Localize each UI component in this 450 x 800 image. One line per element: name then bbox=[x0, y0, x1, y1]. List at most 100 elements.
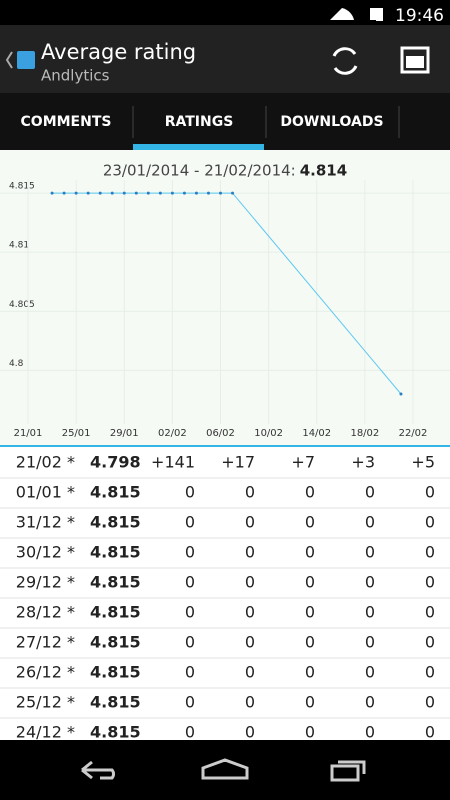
row-count: 0 bbox=[305, 543, 315, 562]
row-count: 0 bbox=[425, 693, 435, 712]
row-count: 0 bbox=[365, 513, 375, 532]
row-count: 0 bbox=[365, 723, 375, 742]
rating-point bbox=[74, 191, 78, 195]
x-tick-label: 21/01 bbox=[14, 428, 43, 439]
row-date: 24/12 * bbox=[16, 723, 75, 742]
battery-icon bbox=[376, 8, 383, 21]
row-count: 0 bbox=[365, 483, 375, 502]
row-date: 27/12 * bbox=[16, 633, 75, 652]
row-count: 0 bbox=[245, 693, 255, 712]
y-tick-label: 4.8 bbox=[9, 359, 24, 369]
row-date: 29/12 * bbox=[16, 573, 75, 592]
recents-button[interactable] bbox=[330, 760, 366, 782]
calendar-button[interactable] bbox=[400, 46, 430, 74]
row-count: 0 bbox=[305, 633, 315, 652]
tab[interactable]: COMMENTS bbox=[21, 114, 112, 130]
up-caret[interactable] bbox=[5, 51, 13, 69]
row-count: 0 bbox=[185, 543, 195, 562]
row-count: 0 bbox=[365, 633, 375, 652]
row-count: 0 bbox=[185, 633, 195, 652]
row-count: +17 bbox=[221, 453, 255, 472]
row-count: 0 bbox=[185, 693, 195, 712]
chart-range: 23/01/2014 - 21/02/2014: bbox=[103, 162, 296, 180]
row-count: 0 bbox=[245, 633, 255, 652]
row-count: 0 bbox=[365, 663, 375, 682]
row-date: 21/02 * bbox=[16, 453, 75, 472]
row-count: 0 bbox=[305, 603, 315, 622]
refresh-button[interactable] bbox=[332, 47, 358, 75]
row-count: 0 bbox=[185, 603, 195, 622]
row-rating: 4.815 bbox=[90, 543, 141, 562]
row-date: 25/12 * bbox=[16, 693, 75, 712]
row-count: 0 bbox=[425, 603, 435, 622]
home-button[interactable] bbox=[201, 758, 249, 780]
row-count: 0 bbox=[305, 663, 315, 682]
action-title: Average rating bbox=[41, 40, 196, 64]
row-rating: 4.815 bbox=[90, 693, 141, 712]
row-count: 0 bbox=[185, 723, 195, 742]
row-count: 0 bbox=[425, 573, 435, 592]
row-rating: 4.815 bbox=[90, 723, 141, 742]
x-tick-label: 25/01 bbox=[62, 428, 91, 439]
rating-point bbox=[86, 191, 90, 195]
action-bar bbox=[0, 25, 450, 93]
clock: 19:46 bbox=[395, 6, 444, 26]
chart-value: 4.814 bbox=[300, 162, 347, 180]
row-count: 0 bbox=[185, 573, 195, 592]
rating-point bbox=[110, 191, 114, 195]
row-rating: 4.815 bbox=[90, 513, 141, 532]
nav-bar bbox=[0, 740, 450, 800]
row-count: 0 bbox=[425, 483, 435, 502]
rating-point bbox=[134, 191, 138, 195]
app-icon[interactable] bbox=[17, 51, 35, 69]
row-count: 0 bbox=[425, 663, 435, 682]
x-tick-label: 02/02 bbox=[158, 428, 187, 439]
row-count: 0 bbox=[425, 723, 435, 742]
x-tick-label: 06/02 bbox=[206, 428, 235, 439]
row-count: 0 bbox=[425, 633, 435, 652]
row-count: 0 bbox=[305, 513, 315, 532]
row-count: 0 bbox=[245, 723, 255, 742]
row-count: 0 bbox=[305, 693, 315, 712]
row-count: 0 bbox=[245, 603, 255, 622]
row-date: 01/01 * bbox=[16, 483, 75, 502]
tab-indicator bbox=[133, 144, 264, 150]
rating-point bbox=[50, 191, 54, 195]
row-date: 26/12 * bbox=[16, 663, 75, 682]
row-count: 0 bbox=[305, 573, 315, 592]
row-count: 0 bbox=[245, 543, 255, 562]
row-date: 30/12 * bbox=[16, 543, 75, 562]
y-tick-label: 4.805 bbox=[9, 300, 35, 310]
x-tick-label: 22/02 bbox=[399, 428, 428, 439]
wifi-icon bbox=[330, 8, 354, 20]
rating-point bbox=[182, 191, 186, 195]
row-count: 0 bbox=[185, 483, 195, 502]
back-button[interactable] bbox=[81, 760, 115, 780]
x-tick-label: 14/02 bbox=[302, 428, 331, 439]
tab-bar bbox=[0, 93, 450, 150]
row-count: 0 bbox=[245, 573, 255, 592]
rating-point bbox=[122, 191, 126, 195]
rating-point bbox=[219, 191, 222, 195]
tab[interactable]: RATINGS bbox=[165, 114, 234, 130]
row-count: 0 bbox=[365, 573, 375, 592]
row-count: 0 bbox=[245, 483, 255, 502]
tab[interactable]: DOWNLOADS bbox=[280, 114, 383, 130]
action-subtitle: Andlytics bbox=[41, 67, 110, 85]
row-count: 0 bbox=[245, 513, 255, 532]
row-date: 31/12 * bbox=[16, 513, 75, 532]
row-count: 0 bbox=[365, 693, 375, 712]
row-count: +141 bbox=[151, 453, 195, 472]
rating-point bbox=[62, 191, 66, 195]
x-tick-label: 29/01 bbox=[110, 428, 139, 439]
rating-point bbox=[158, 191, 162, 195]
row-count: 0 bbox=[305, 723, 315, 742]
row-count: +3 bbox=[351, 453, 375, 472]
row-count: 0 bbox=[185, 513, 195, 532]
y-tick-label: 4.815 bbox=[9, 182, 35, 192]
chart-divider bbox=[0, 445, 450, 447]
row-count: 0 bbox=[305, 483, 315, 502]
row-rating: 4.815 bbox=[90, 663, 141, 682]
